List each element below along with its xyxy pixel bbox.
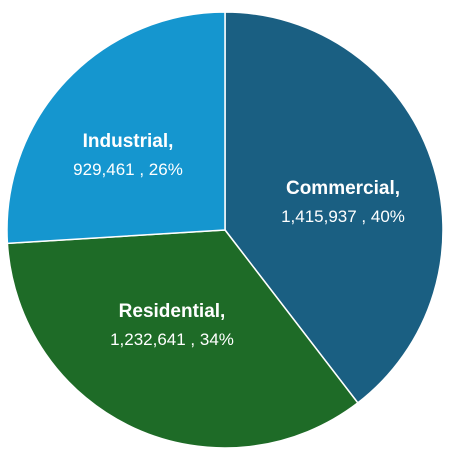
pie-slices bbox=[6, 11, 444, 449]
slice-label-residential: Residential, bbox=[119, 301, 226, 322]
pie-slice-commercial bbox=[224, 11, 444, 404]
pie-labels: Commercial, 1,415,937 , 40% Residential, 1,… bbox=[73, 131, 405, 349]
pie-slice-residential bbox=[6, 229, 359, 449]
pie-slice-industrial bbox=[6, 11, 226, 245]
slice-value-commercial: 1,415,937 , 40% bbox=[281, 207, 405, 226]
slice-label-commercial: Commercial, bbox=[286, 178, 400, 199]
slice-value-residential: 1,232,641 , 34% bbox=[110, 330, 234, 349]
slice-value-industrial: 929,461 , 26% bbox=[73, 160, 183, 179]
slice-label-industrial: Industrial, bbox=[83, 131, 174, 152]
